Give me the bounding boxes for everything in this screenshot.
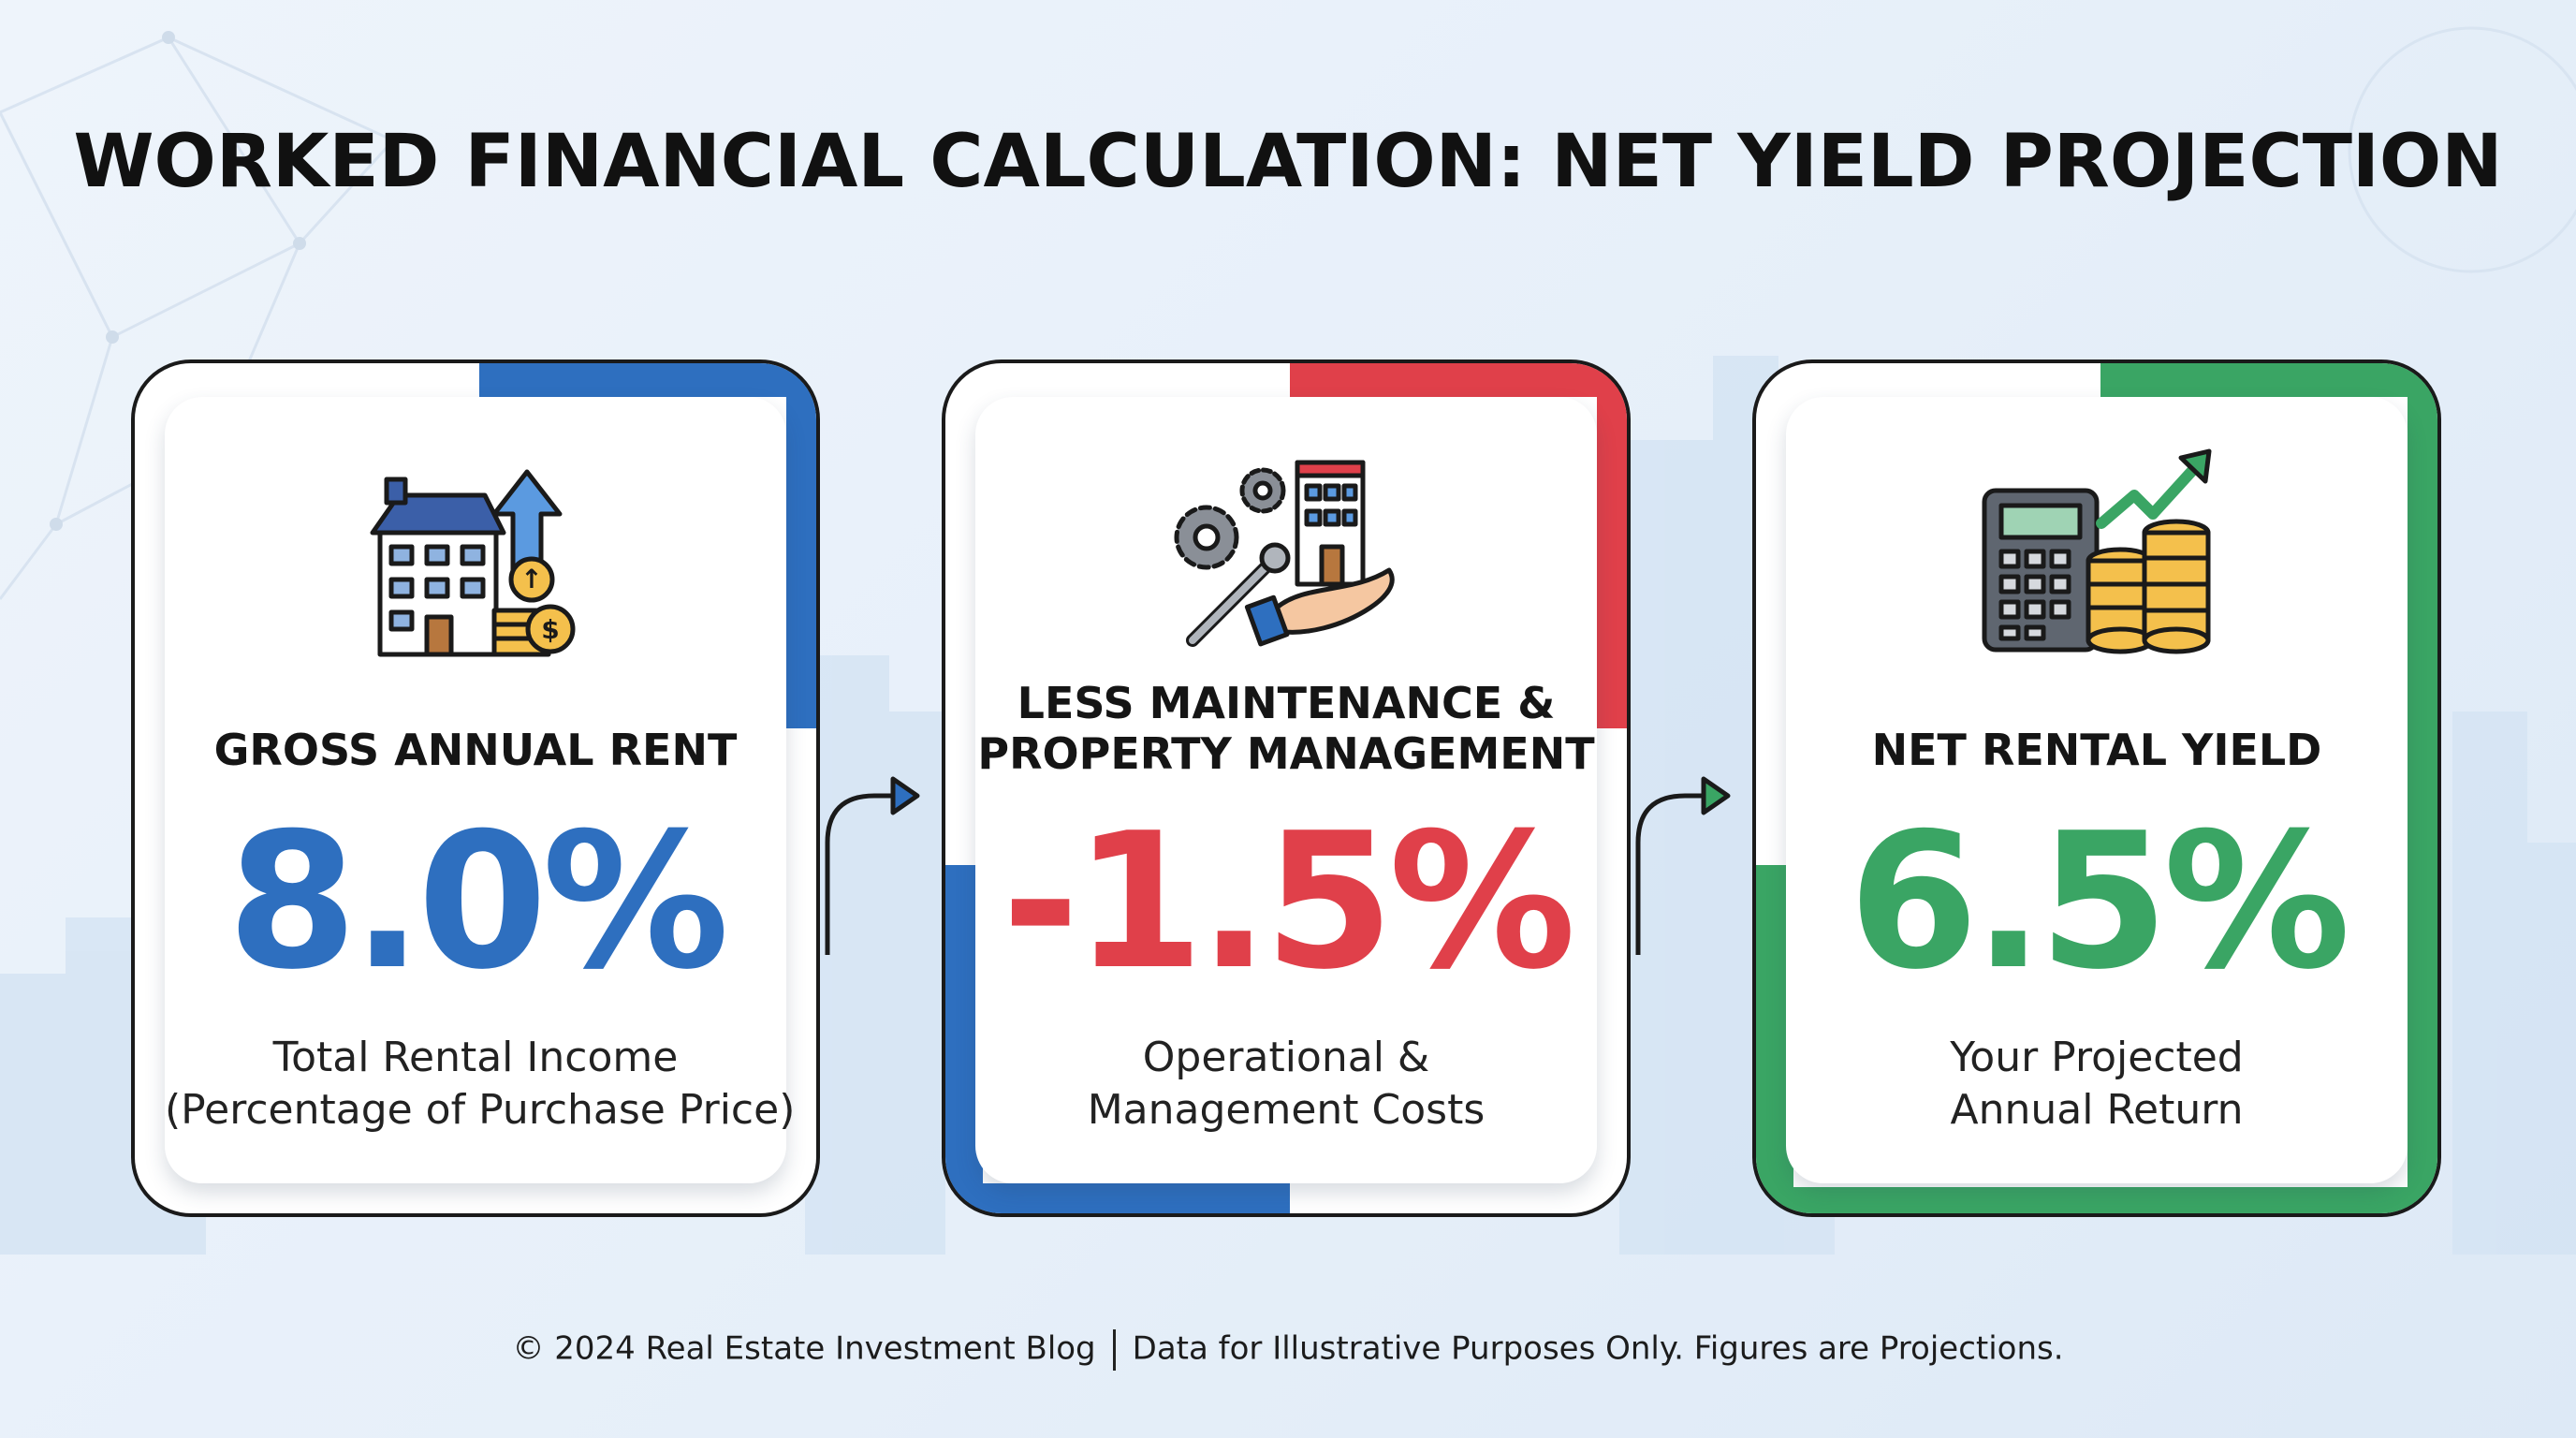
- page-title: WORKED FINANCIAL CALCULATION: NET YIELD …: [73, 120, 2503, 204]
- card-description: Operational & Management Costs: [975, 1032, 1597, 1137]
- house-with-coins-and-up-arrow-icon: ↑ $: [370, 469, 576, 657]
- card-accent-bar: [786, 363, 816, 728]
- card-description-line: (Percentage of Purchase Price): [165, 1086, 796, 1134]
- card-accent-bar: [2408, 363, 2437, 1213]
- net-rental-yield-card: NET RENTAL YIELD 6.5% Your Projected Ann…: [1752, 360, 2441, 1217]
- card-description-line: Management Costs: [1087, 1086, 1486, 1134]
- card-panel: LESS MAINTENANCE & PROPERTY MANAGEMENT -…: [975, 397, 1597, 1183]
- card-heading-line: GROSS ANNUAL RENT: [213, 725, 738, 775]
- card-accent-bar: [479, 363, 816, 397]
- card-description: Total Rental Income (Percentage of Purch…: [165, 1032, 796, 1137]
- card-description: Your Projected Annual Return: [1786, 1032, 2408, 1137]
- card-description-line: Your Projected: [1950, 1034, 2244, 1081]
- flow-arrow-icon: [825, 776, 920, 955]
- card-accent-bar: [2100, 363, 2437, 397]
- card-heading-line: NET RENTAL YIELD: [1871, 725, 2322, 775]
- footer-disclaimer: Data for Illustrative Purposes Only. Fig…: [1132, 1329, 2064, 1368]
- svg-text:↑: ↑: [520, 564, 542, 594]
- maintenance-management-card: LESS MAINTENANCE & PROPERTY MANAGEMENT -…: [942, 360, 1631, 1217]
- maintenance-cost-value: -1.5%: [1002, 793, 1576, 1011]
- card-heading-line: LESS MAINTENANCE &: [1017, 678, 1556, 728]
- card-accent-bar: [1597, 363, 1627, 728]
- svg-text:$: $: [541, 614, 559, 645]
- card-panel: NET RENTAL YIELD 6.5% Your Projected Ann…: [1786, 397, 2408, 1183]
- card-heading: GROSS ANNUAL RENT: [165, 725, 786, 775]
- card-description-line: Annual Return: [1950, 1086, 2244, 1134]
- card-panel: ↑ $ GROSS ANNUAL RENT 8.0% Total Rental …: [165, 397, 796, 1183]
- footer: © 2024 Real Estate Investment Blog Data f…: [0, 1329, 2576, 1371]
- card-description-line: Total Rental Income: [272, 1034, 679, 1081]
- card-accent-bar: [1756, 1187, 2437, 1213]
- card-heading: NET RENTAL YIELD: [1786, 725, 2408, 775]
- footer-copyright: © 2024 Real Estate Investment Blog: [512, 1329, 1096, 1368]
- flow-arrow-icon: [1635, 776, 1731, 955]
- card-heading: LESS MAINTENANCE & PROPERTY MANAGEMENT: [975, 678, 1597, 779]
- footer-divider: [1112, 1329, 1116, 1371]
- gross-rent-value: 8.0%: [227, 793, 730, 1011]
- card-accent-bar: [1290, 363, 1627, 397]
- gears-wrench-building-on-hand-icon: [1174, 460, 1395, 647]
- net-yield-value: 6.5%: [1848, 793, 2351, 1011]
- calculator-coins-trend-arrow-icon: [1982, 448, 2212, 654]
- card-accent-bar: [945, 1183, 1290, 1213]
- card-description-line: Operational &: [1142, 1034, 1430, 1081]
- gross-annual-rent-card: ↑ $ GROSS ANNUAL RENT 8.0% Total Rental …: [131, 360, 820, 1217]
- card-heading-line: PROPERTY MANAGEMENT: [977, 728, 1595, 779]
